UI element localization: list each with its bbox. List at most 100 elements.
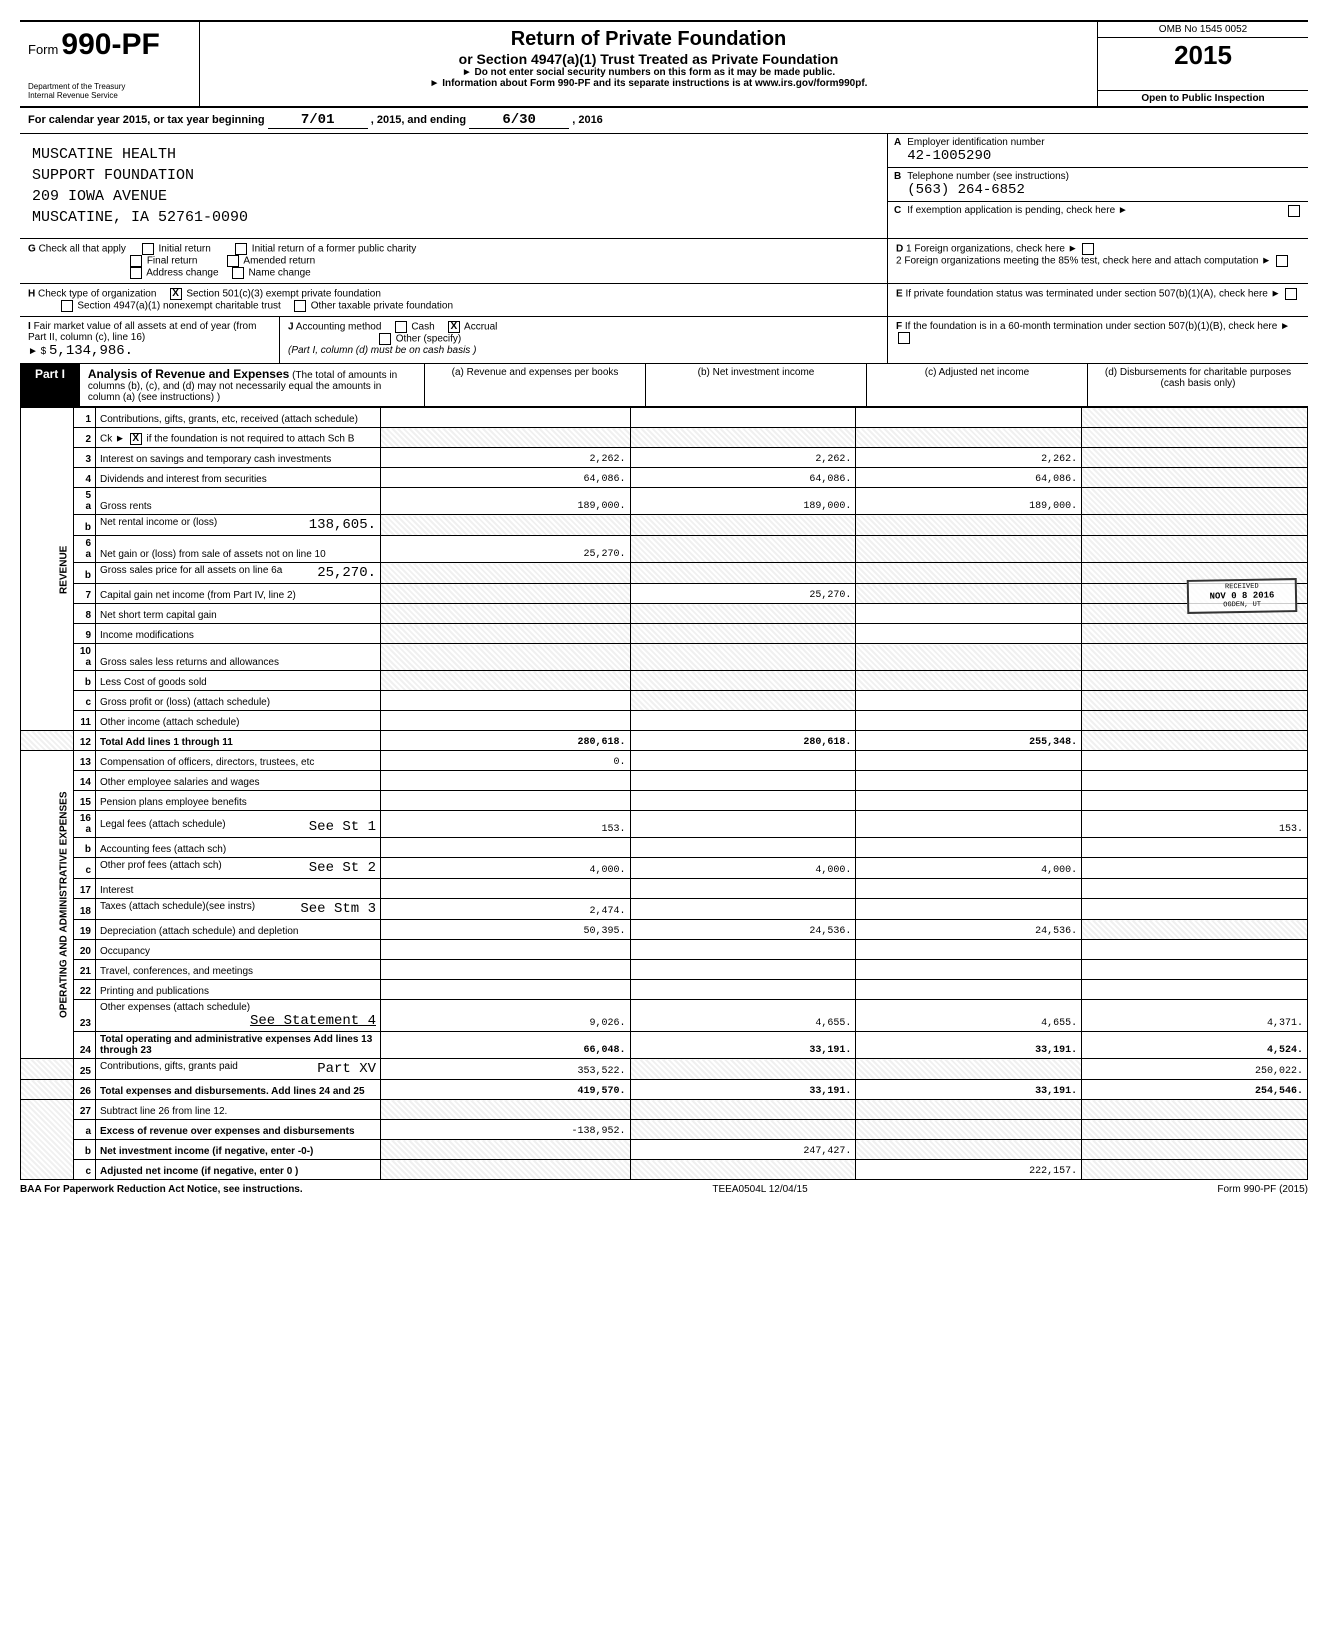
l27b-num: b xyxy=(74,1140,96,1160)
vlabel-opadmin: OPERATING AND ADMINISTRATIVE EXPENSES xyxy=(21,751,74,1059)
l5b-v: 138,605. xyxy=(309,517,376,533)
box-e-text: If private foundation status was termina… xyxy=(905,289,1267,300)
calendar-year-row: For calendar year 2015, or tax year begi… xyxy=(20,108,1308,134)
box-c: C If exemption application is pending, c… xyxy=(888,202,1308,220)
l19-c: 24,536. xyxy=(856,920,1082,940)
l1-desc: Contributions, gifts, grants, etc, recei… xyxy=(96,408,381,428)
line-15: 15 Pension plans employee benefits xyxy=(21,791,1308,811)
opt-501c3: Section 501(c)(3) exempt private foundat… xyxy=(186,289,381,300)
box-c-checkbox[interactable] xyxy=(1288,205,1300,217)
instr1: ► Do not enter social security numbers o… xyxy=(208,67,1089,78)
l16a-st: See St 1 xyxy=(309,819,376,835)
chk-accrual[interactable] xyxy=(448,321,460,333)
org-addr: 209 IOWA AVENUE xyxy=(32,186,875,207)
row-i: I Fair market value of all assets at end… xyxy=(20,317,280,363)
row-h: H Check type of organization Section 501… xyxy=(20,284,1308,317)
l3-c: 2,262. xyxy=(856,448,1082,468)
l24-b: 33,191. xyxy=(630,1032,856,1059)
chk-other-method[interactable] xyxy=(379,333,391,345)
l25-a: 353,522. xyxy=(381,1059,631,1080)
l12-num: 12 xyxy=(74,731,96,751)
chk-final-return[interactable] xyxy=(130,255,142,267)
box-a-label: A xyxy=(894,137,901,164)
chk-initial-former[interactable] xyxy=(235,243,247,255)
opt-final-return: Final return xyxy=(147,256,198,267)
cal-mid: , 2015, and ending xyxy=(371,114,466,126)
line-23: 23 Other expenses (attach schedule)See S… xyxy=(21,1000,1308,1032)
chk-e[interactable] xyxy=(1285,288,1297,300)
l18-a: 2,474. xyxy=(381,899,631,920)
box-a-text: Employer identification number xyxy=(907,137,1302,148)
chk-other-taxable[interactable] xyxy=(294,300,306,312)
line-26: 26 Total expenses and disbursements. Add… xyxy=(21,1080,1308,1100)
chk-l2[interactable] xyxy=(130,433,142,445)
l5a-num: 5 a xyxy=(74,488,96,515)
right-info: A Employer identification number 42-1005… xyxy=(888,134,1308,238)
l7-desc: Capital gain net income (from Part IV, l… xyxy=(96,584,381,604)
chk-cash[interactable] xyxy=(395,321,407,333)
line-16c: c Other prof fees (attach sch) See St 2 … xyxy=(21,858,1308,879)
l9-num: 9 xyxy=(74,624,96,644)
l23-num: 23 xyxy=(74,1000,96,1032)
l11-num: 11 xyxy=(74,711,96,731)
l10a-num: 10 a xyxy=(74,644,96,671)
l5b-num: b xyxy=(74,515,96,536)
l23-st: See Statement 4 xyxy=(250,1013,376,1029)
line-2: 2 Ck ► if the foundation is not required… xyxy=(21,428,1308,448)
box-f-text: If the foundation is in a 60-month termi… xyxy=(905,321,1277,332)
l16a-d: 153. xyxy=(1082,811,1308,838)
l26-c: 33,191. xyxy=(856,1080,1082,1100)
chk-d1[interactable] xyxy=(1082,243,1094,255)
vlabel-revenue: REVENUE xyxy=(21,408,74,731)
dept-treasury: Department of the Treasury xyxy=(28,82,191,91)
l27c-num: c xyxy=(74,1160,96,1180)
chk-address-change[interactable] xyxy=(130,267,142,279)
line-7: 7 Capital gain net income (from Part IV,… xyxy=(21,584,1308,604)
line-18: 18 Taxes (attach schedule)(see instrs) S… xyxy=(21,899,1308,920)
l8-desc: Net short term capital gain xyxy=(96,604,381,624)
l10a-desc: Gross sales less returns and allowances xyxy=(96,644,381,671)
l26-b: 33,191. xyxy=(630,1080,856,1100)
sub-title: or Section 4947(a)(1) Trust Treated as P… xyxy=(208,51,1089,67)
box-f-label: F xyxy=(896,321,902,332)
org-csz: MUSCATINE, IA 52761-0090 xyxy=(32,207,875,228)
l4-num: 4 xyxy=(74,468,96,488)
chk-name-change[interactable] xyxy=(232,267,244,279)
l11-desc: Other income (attach schedule) xyxy=(96,711,381,731)
opt-name-change: Name change xyxy=(248,268,310,279)
omb-number: OMB No 1545 0052 xyxy=(1098,22,1308,38)
l13-desc: Compensation of officers, directors, tru… xyxy=(96,751,381,771)
l26-num: 26 xyxy=(74,1080,96,1100)
chk-initial-return[interactable] xyxy=(142,243,154,255)
col-d-head: (d) Disbursements for charitable purpose… xyxy=(1088,364,1308,406)
line-10b: b Less Cost of goods sold xyxy=(21,671,1308,691)
chk-f[interactable] xyxy=(898,332,910,344)
l13-num: 13 xyxy=(74,751,96,771)
l17-desc: Interest xyxy=(96,879,381,899)
cal-begin: 7/01 xyxy=(268,112,368,129)
row-j-label: J xyxy=(288,322,294,333)
row-g: G Check all that apply Initial return In… xyxy=(20,239,1308,284)
instr2: ► Information about Form 990-PF and its … xyxy=(208,78,1089,89)
chk-501c3[interactable] xyxy=(170,288,182,300)
l19-desc: Depreciation (attach schedule) and deple… xyxy=(96,920,381,940)
line-10a: 10 a Gross sales less returns and allowa… xyxy=(21,644,1308,671)
line-17: 17 Interest xyxy=(21,879,1308,899)
chk-amended[interactable] xyxy=(227,255,239,267)
line-27a: a Excess of revenue over expenses and di… xyxy=(21,1120,1308,1140)
l2-desc2: if the foundation is not required to att… xyxy=(146,434,354,445)
l10b-num: b xyxy=(74,671,96,691)
chk-4947[interactable] xyxy=(61,300,73,312)
chk-d2[interactable] xyxy=(1276,255,1288,267)
l27b-desc: Net investment income (if negative, ente… xyxy=(96,1140,381,1160)
cal-end: 6/30 xyxy=(469,112,569,129)
row-i-label: I xyxy=(28,321,31,332)
line-9: 9 Income modifications xyxy=(21,624,1308,644)
part1-table: REVENUE 1 Contributions, gifts, grants, … xyxy=(20,407,1308,1180)
l16b-desc: Accounting fees (attach sch) xyxy=(96,838,381,858)
l12-a: 280,618. xyxy=(381,731,631,751)
l27c-desc: Adjusted net income (if negative, enter … xyxy=(96,1160,381,1180)
title-cell: Return of Private Foundation or Section … xyxy=(200,22,1098,106)
l3-num: 3 xyxy=(74,448,96,468)
cal-endyear: , 2016 xyxy=(572,114,603,126)
